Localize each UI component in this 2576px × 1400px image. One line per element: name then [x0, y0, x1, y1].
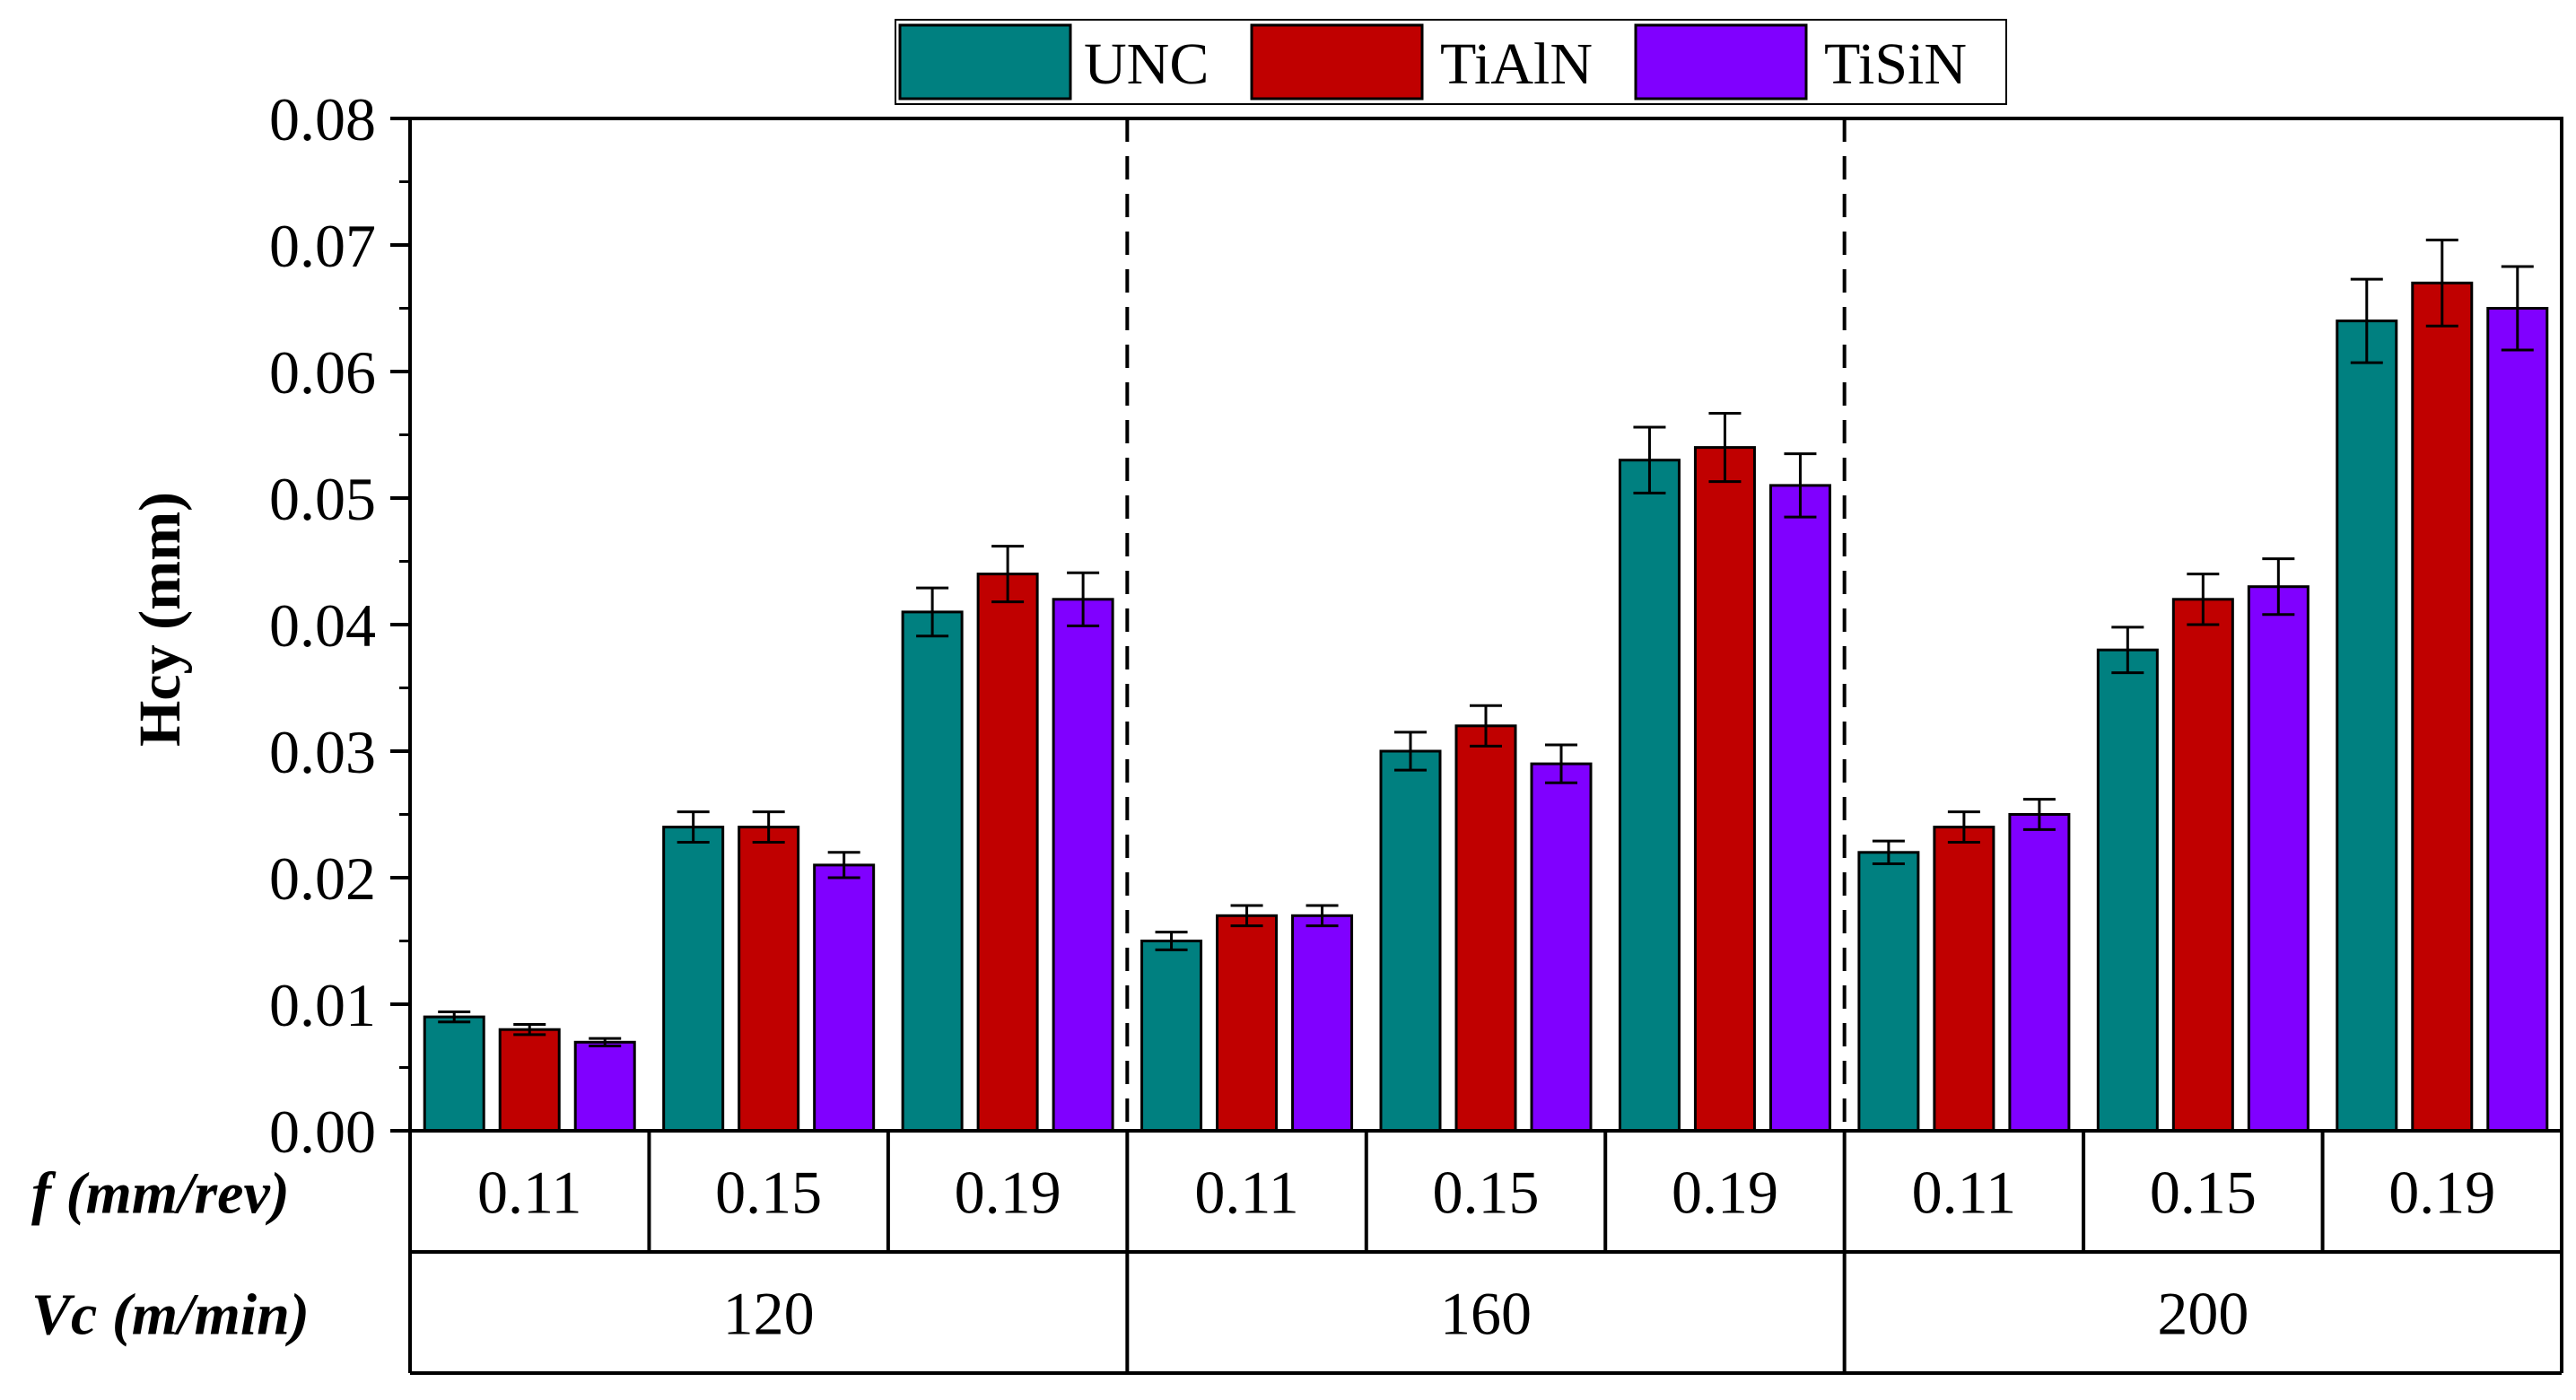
- feed-label-2: 0.15: [715, 1159, 822, 1227]
- error-bar-tialn-2: [752, 810, 785, 844]
- y-tick-label-7: 0.07: [269, 212, 376, 280]
- error-bar-tisin-3: [1067, 571, 1100, 627]
- error-bar-tialn-9: [2425, 238, 2458, 328]
- bar-tialn-1: [498, 1028, 561, 1133]
- speed-label-160: 160: [1440, 1280, 1532, 1348]
- legend-label-tisin: TiSiN: [1824, 31, 1967, 97]
- error-bar-tisin-5: [1545, 743, 1577, 784]
- bar-tisin-3: [1052, 598, 1114, 1133]
- bar-tisin-1: [573, 1040, 636, 1133]
- feed-label-5: 0.15: [1433, 1159, 1540, 1227]
- error-bar-tialn-1: [513, 1023, 546, 1037]
- error-bar-unc-1: [438, 1010, 471, 1024]
- bar-unc-1: [423, 1015, 485, 1133]
- bar-tialn-3: [976, 573, 1039, 1133]
- bar-unc-2: [662, 826, 725, 1133]
- feed-label-3: 0.19: [955, 1159, 1061, 1227]
- bar-unc-4: [1140, 940, 1203, 1133]
- error-bar-tialn-7: [1947, 810, 1980, 844]
- y-axis-title: Hcy (mm): [127, 492, 193, 747]
- category-table: 0.11 0.15 0.19 0.11 0.15 0.19 0.11 0.15 0.19 120 1…: [31, 1131, 2563, 1375]
- bar-tisin-5: [1530, 762, 1593, 1133]
- y-tick-label-5: 0.05: [269, 465, 376, 533]
- error-bar-tialn-5: [1470, 704, 1502, 748]
- bar-tialn-6: [1693, 446, 1756, 1133]
- error-bar-tialn-8: [2187, 573, 2220, 626]
- error-bar-unc-5: [1394, 731, 1427, 772]
- bar-tialn-9: [2411, 281, 2474, 1133]
- bar-tisin-8: [2247, 585, 2310, 1133]
- bar-unc-8: [2096, 648, 2159, 1133]
- speed-row-label: Vc (m/min): [31, 1282, 310, 1348]
- error-bar-unc-8: [2111, 626, 2144, 675]
- error-bar-unc-4: [1155, 931, 1188, 951]
- feed-label-4: 0.11: [1194, 1159, 1298, 1227]
- feed-label-1: 0.11: [477, 1159, 581, 1227]
- y-tick-label-4: 0.04: [269, 591, 376, 660]
- error-bar-tisin-9: [2501, 265, 2534, 352]
- bar-tisin-7: [2008, 813, 2071, 1133]
- axes: 0.00 0.01 0.02 0.03 0.04 0.05 0.06 0.07 0.08: [269, 85, 2563, 1166]
- error-bar-unc-9: [2350, 277, 2383, 364]
- error-bar-tisin-8: [2262, 557, 2295, 617]
- feed-label-8: 0.15: [2150, 1159, 2257, 1227]
- feed-row-label: f (mm/rev): [31, 1161, 290, 1227]
- bar-tisin-4: [1291, 914, 1354, 1133]
- error-bar-tisin-1: [589, 1037, 622, 1048]
- bar-unc-7: [1857, 851, 1920, 1133]
- bar-tialn-7: [1933, 826, 1995, 1133]
- bar-unc-9: [2336, 319, 2398, 1133]
- bar-series: [423, 281, 2549, 1133]
- legend-swatch-tialn: [1250, 23, 1424, 101]
- bar-tialn-4: [1216, 914, 1279, 1133]
- bar-tialn-8: [2171, 598, 2234, 1133]
- bar-tisin-6: [1768, 484, 1831, 1133]
- bar-tisin-9: [2486, 307, 2549, 1133]
- error-bar-unc-3: [916, 586, 949, 638]
- bar-tialn-2: [738, 826, 800, 1133]
- y-tick-label-8: 0.08: [269, 85, 376, 153]
- legend-swatch-unc: [898, 23, 1072, 101]
- bar-unc-5: [1379, 749, 1442, 1133]
- bar-unc-3: [901, 610, 964, 1133]
- y-tick-label-0: 0.00: [269, 1098, 376, 1166]
- error-bar-tisin-2: [827, 851, 860, 879]
- error-bars: [438, 238, 2534, 1048]
- feed-label-9: 0.19: [2388, 1159, 2495, 1227]
- legend-label-tialn: TiAlN: [1440, 31, 1593, 97]
- error-bar-unc-6: [1633, 425, 1666, 494]
- y-tick-label-6: 0.06: [269, 338, 376, 407]
- bar-unc-6: [1618, 459, 1681, 1133]
- legend-box: [895, 19, 2007, 105]
- error-bar-tialn-3: [991, 545, 1025, 604]
- speed-label-200: 200: [2157, 1280, 2249, 1348]
- error-bar-unc-2: [677, 810, 710, 844]
- error-bar-tisin-4: [1305, 904, 1339, 928]
- legend: UNC TiAlN TiSiN: [895, 19, 2007, 105]
- bar-tisin-2: [813, 863, 876, 1133]
- legend-label-unc: UNC: [1084, 31, 1209, 97]
- error-bar-tialn-6: [1708, 412, 1742, 484]
- y-tick-label-3: 0.03: [269, 718, 376, 786]
- legend-swatch-tisin: [1634, 23, 1808, 101]
- error-bar-tialn-4: [1230, 904, 1263, 928]
- feed-label-7: 0.11: [1912, 1159, 2016, 1227]
- error-bar-tisin-7: [2022, 798, 2056, 831]
- speed-label-120: 120: [723, 1280, 815, 1348]
- bar-tialn-5: [1454, 724, 1517, 1133]
- error-bar-unc-7: [1872, 839, 1905, 865]
- error-bar-tisin-6: [1784, 452, 1817, 519]
- y-tick-label-1: 0.01: [269, 971, 376, 1039]
- feed-label-6: 0.19: [1672, 1159, 1778, 1227]
- y-tick-label-2: 0.02: [269, 844, 376, 913]
